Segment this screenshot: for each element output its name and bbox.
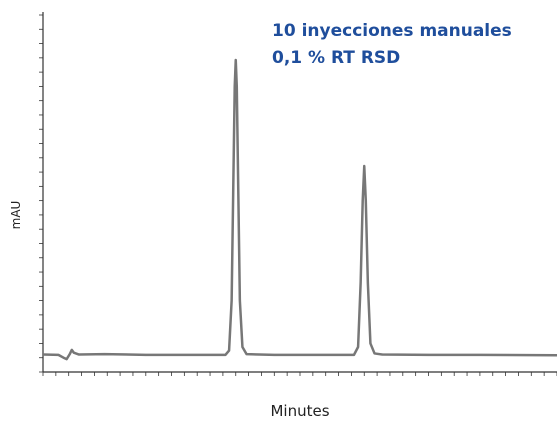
annotation: 10 inyecciones manuales bbox=[272, 21, 512, 41]
line bbox=[42, 58, 557, 361]
x-axis-label: Minutes bbox=[270, 402, 329, 420]
y-axis-label: mAU bbox=[9, 201, 23, 230]
annotation: 0,1 % RT RSD bbox=[272, 48, 400, 68]
